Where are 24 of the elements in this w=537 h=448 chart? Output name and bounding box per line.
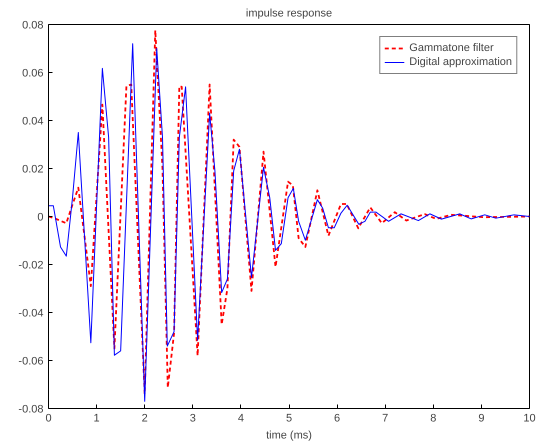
x-tick-label: 10 — [523, 412, 536, 424]
y-tick-label: 0.06 — [22, 68, 44, 80]
y-tick-label: -0.06 — [18, 356, 44, 368]
x-tick-label: 5 — [286, 412, 292, 424]
x-tick-label: 9 — [478, 412, 484, 424]
y-tick-label: -0.02 — [18, 260, 44, 272]
y-tick-label: -0.08 — [18, 404, 44, 416]
x-tick-label: 1 — [94, 412, 100, 424]
x-tick-label: 7 — [382, 412, 388, 424]
legend-label: Gammatone filter — [409, 41, 494, 55]
x-tick-label: 0 — [45, 412, 52, 424]
y-tick-label: 0.02 — [22, 164, 44, 176]
y-tick-label: 0.04 — [22, 116, 44, 128]
x-tick-label: 2 — [142, 412, 148, 424]
y-tick-label: 0 — [37, 212, 44, 224]
x-tick-label: 4 — [238, 412, 244, 424]
y-tick-label: -0.04 — [18, 308, 44, 320]
x-axis-title: time (ms) — [266, 430, 312, 442]
chart-title: impulse response — [246, 8, 332, 20]
y-tick-label: 0.08 — [22, 20, 44, 32]
x-tick-label: 6 — [334, 412, 340, 424]
legend-label: Digital approximation — [409, 55, 512, 69]
x-tick-label: 8 — [430, 412, 436, 424]
x-tick-label: 3 — [190, 412, 196, 424]
